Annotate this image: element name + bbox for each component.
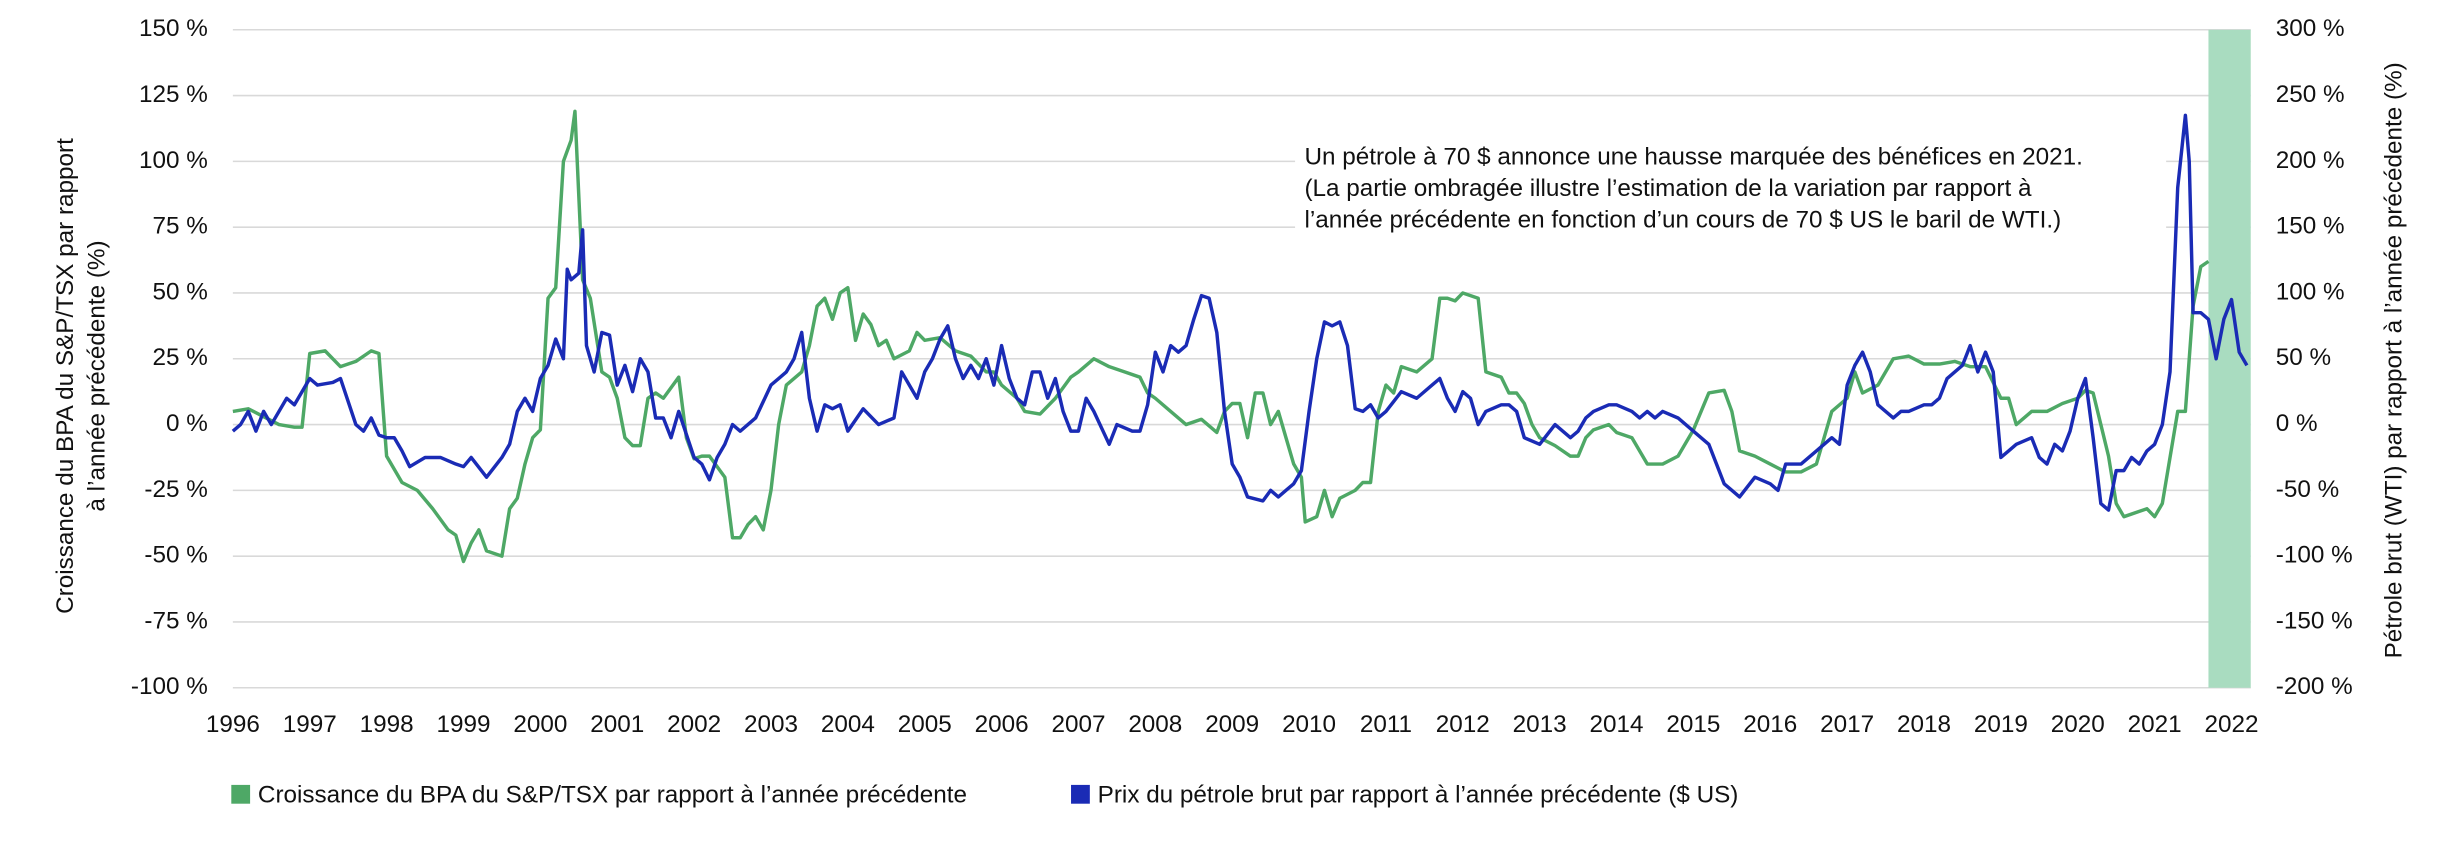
y2-tick-label: 100 %	[2276, 278, 2345, 305]
y-axis-title-line: Croissance du BPA du S&P/TSX par rapport	[52, 138, 79, 614]
x-tick-label: 2013	[1513, 711, 1567, 738]
y-tick-label: -25 %	[144, 476, 207, 503]
y2-axis-title-line: Pétrole brut (WTI) par rapport à l’année…	[2380, 62, 2407, 658]
y2-tick-label: 0 %	[2276, 410, 2318, 437]
y2-axis-title: Pétrole brut (WTI) par rapport à l’année…	[2380, 62, 2407, 658]
x-tick-label: 2008	[1128, 711, 1182, 738]
annotation-line: l’année précédente en fonction d’un cour…	[1304, 206, 2061, 233]
y-tick-label: 100 %	[139, 147, 208, 174]
x-tick-label: 2016	[1743, 711, 1797, 738]
y2-tick-label: 50 %	[2276, 344, 2331, 371]
x-tick-label: 1996	[206, 711, 260, 738]
x-tick-label: 2001	[590, 711, 644, 738]
x-tick-label: 2009	[1205, 711, 1259, 738]
legend-swatch	[231, 784, 251, 804]
x-tick-label: 1999	[436, 711, 490, 738]
y-tick-label: 50 %	[152, 278, 207, 305]
y-tick-label: 0 %	[166, 410, 208, 437]
y2-tick-label: 300 %	[2276, 15, 2345, 42]
y-tick-label: -75 %	[144, 607, 207, 634]
x-tick-label: 2017	[1820, 711, 1874, 738]
y-tick-label: 125 %	[139, 81, 208, 108]
y2-tick-label: -50 %	[2276, 476, 2339, 503]
y-tick-label: 25 %	[152, 344, 207, 371]
x-tick-label: 2006	[975, 711, 1029, 738]
x-tick-label: 2019	[1974, 711, 2028, 738]
x-tick-label: 1998	[360, 711, 414, 738]
x-tick-label: 2014	[1590, 711, 1644, 738]
y-tick-label: 150 %	[139, 15, 208, 42]
x-tick-label: 2018	[1897, 711, 1951, 738]
series-line	[231, 113, 2249, 512]
x-tick-label: 2012	[1436, 711, 1490, 738]
x-tick-label: 2022	[2205, 711, 2259, 738]
x-tick-label: 2004	[821, 711, 875, 738]
x-tick-label: 2021	[2128, 711, 2182, 738]
y-tick-label: -100 %	[131, 673, 208, 700]
x-tick-label: 2020	[2051, 711, 2105, 738]
y2-tick-label: -100 %	[2276, 542, 2353, 569]
y2-tick-label: 250 %	[2276, 81, 2345, 108]
y2-tick-label: -150 %	[2276, 607, 2353, 634]
annotation-line: Un pétrole à 70 $ annonce une hausse mar…	[1304, 144, 2082, 171]
y2-tick-label: -200 %	[2276, 673, 2353, 700]
legend-label: Prix du pétrole brut par rapport à l’ann…	[1098, 781, 1739, 808]
series-layer	[231, 109, 2249, 564]
x-tick-label: 2011	[1360, 711, 1412, 738]
x-tick-label: 2002	[667, 711, 721, 738]
x-tick-label: 2015	[1666, 711, 1720, 738]
series-line	[232, 109, 2210, 564]
y2-tick-label: 200 %	[2276, 147, 2345, 174]
x-tick-label: 2000	[513, 711, 567, 738]
y2-tick-label: 150 %	[2276, 213, 2345, 240]
label-layer: -100 % -75 % -50 % -25 % 0 % 25 % 50 % 75 % 100 …	[131, 15, 2353, 808]
y-tick-label: 75 %	[152, 213, 207, 240]
legend-label: Croissance du BPA du S&P/TSX par rapport…	[258, 781, 967, 808]
x-tick-label: 1997	[283, 711, 337, 738]
legend-swatch	[1071, 784, 1090, 804]
y-tick-label: -50 %	[144, 542, 207, 569]
x-tick-label: 2007	[1051, 711, 1105, 738]
annotation-background	[1295, 137, 2167, 242]
y-axis-title-line: à l’année précédente (%)	[84, 240, 111, 511]
x-tick-label: 2005	[898, 711, 952, 738]
x-tick-label: 2010	[1282, 711, 1336, 738]
x-tick-label: 2003	[744, 711, 798, 738]
annotation-line: (La partie ombragée illustre l’estimatio…	[1304, 175, 2032, 202]
grid	[232, 28, 2251, 689]
y-axis-title: Croissance du BPA du S&P/TSX par rapport…	[52, 138, 110, 614]
